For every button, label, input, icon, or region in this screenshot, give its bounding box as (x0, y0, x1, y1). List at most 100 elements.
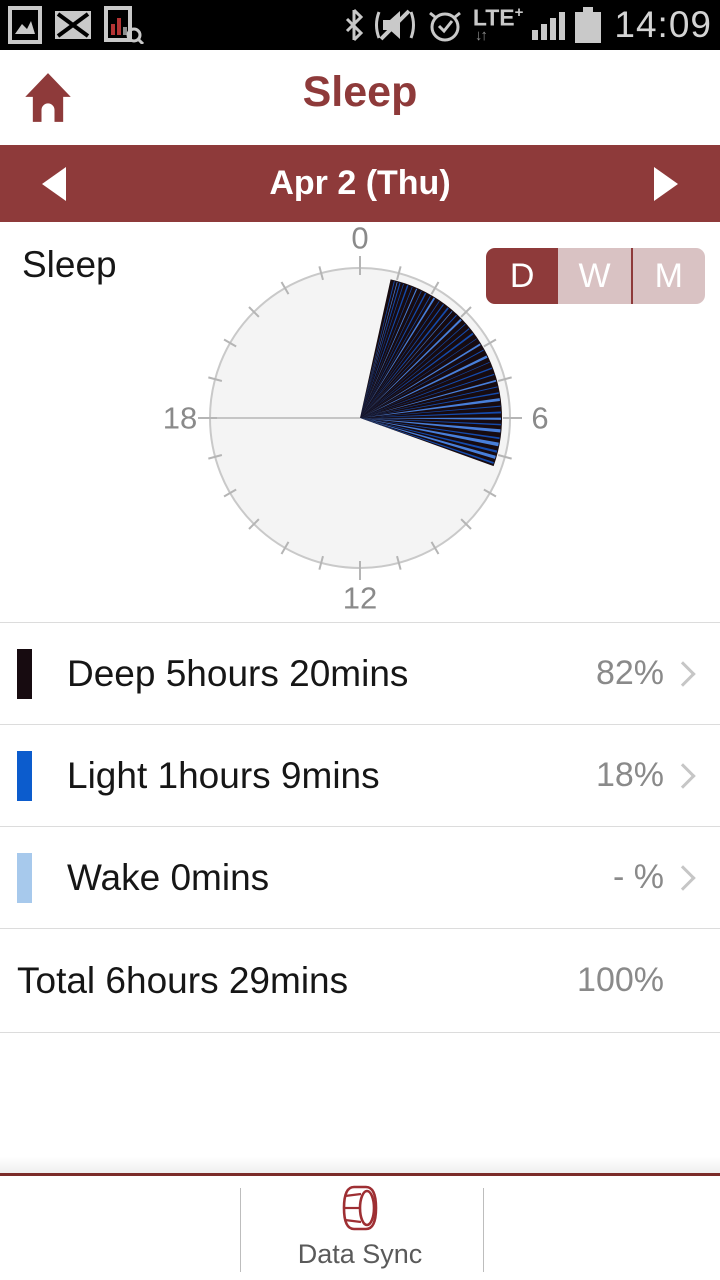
light-sleep-streak (360, 392, 499, 418)
light-sleep-streak (360, 398, 500, 418)
hour-tick (248, 306, 260, 318)
legend-row-wake[interactable]: Wake 0mins - % (0, 827, 720, 929)
home-button[interactable] (24, 72, 72, 124)
alarm-icon (428, 11, 461, 42)
light-sleep-streak (360, 281, 395, 418)
light-sleep-streak (360, 362, 490, 418)
data-sync-label: Data Sync (297, 1239, 423, 1269)
light-sleep-streak (360, 285, 409, 418)
bluetooth-icon (345, 8, 364, 42)
hour-tick (208, 454, 223, 460)
light-sleep-streak (360, 301, 440, 418)
sleep-chart-section: 0 6 12 18 Sleep D W M (0, 222, 720, 622)
lte-indicator: LTE+ ↓↑ (472, 3, 524, 45)
light-sleep-streak (360, 373, 495, 418)
hour-label: 18 (163, 401, 197, 436)
toggle-month-button[interactable]: M (630, 248, 705, 304)
deep-swatch (17, 648, 32, 699)
home-icon (25, 73, 71, 122)
notification-icons (8, 6, 144, 44)
screenshot-icon (8, 6, 42, 44)
light-percent: 18% (595, 756, 664, 794)
light-sleep-streak (360, 418, 499, 447)
hour-tick (396, 555, 402, 570)
hour-tick (280, 541, 290, 555)
light-sleep-streak (360, 405, 501, 418)
range-toggle: D W M (486, 248, 705, 304)
next-day-button[interactable] (654, 166, 678, 201)
section-label: Sleep (22, 244, 117, 285)
date-navigation-bar: Apr 2 (Thu) (0, 145, 720, 222)
hour-tick (208, 376, 223, 382)
hour-tick (280, 281, 290, 295)
deep-sleep-wedge (360, 279, 502, 467)
total-percent: 100% (577, 961, 664, 999)
mute-vibrate-icon (374, 9, 415, 41)
light-sleep-streak (360, 418, 500, 440)
app-header: Sleep (0, 50, 720, 145)
chevron-right-icon (670, 864, 696, 891)
light-label: Light 1hours 9mins (67, 754, 380, 796)
battery-icon (575, 7, 602, 43)
legend-row-deep[interactable]: Deep 5hours 20mins 82% (0, 623, 720, 725)
status-bar: LTE+ ↓↑ 14:09 (0, 0, 720, 50)
light-sleep-streak (360, 318, 462, 418)
chevron-right-icon (670, 660, 696, 687)
light-sleep-streak (360, 311, 453, 418)
light-sleep-streak (360, 292, 427, 418)
total-label: Total 6hours 29mins (17, 959, 349, 1001)
light-sleep-streak (360, 417, 501, 420)
light-sleep-streak (360, 367, 493, 418)
light-sleep-streak (360, 288, 418, 418)
hour-label: 12 (343, 581, 377, 616)
deep-label: Deep 5hours 20mins (67, 652, 409, 694)
light-sleep-streak (360, 355, 488, 418)
light-sleep-streak (360, 332, 474, 418)
bottom-toolbar: Data Sync (0, 1176, 720, 1280)
hour-label: 6 (531, 401, 548, 436)
deep-percent: 82% (595, 654, 664, 692)
hour-tick (318, 266, 324, 281)
light-sleep-streak (360, 379, 497, 418)
data-sync-button[interactable]: Data Sync (280, 1184, 440, 1270)
light-sleep-streak (360, 343, 481, 418)
light-sleep-streak (360, 281, 398, 418)
hour-tick (483, 338, 497, 348)
deep-chevron-box (664, 660, 708, 687)
light-sleep-streak (360, 418, 501, 426)
light-sleep-streak (360, 386, 498, 418)
hour-tick (318, 555, 324, 570)
light-sleep-streak (360, 418, 496, 459)
light-sleep-streak (360, 314, 457, 418)
wake-label: Wake 0mins (67, 856, 270, 898)
footer-accent-line (0, 1173, 720, 1176)
sleep-clock-chart: 0 6 12 18 (163, 222, 549, 616)
system-status-icons: LTE+ ↓↑ 14:09 (344, 4, 712, 46)
toggle-day-button[interactable]: D (486, 248, 559, 304)
hour-label: 0 (351, 222, 368, 256)
hour-tick (497, 376, 512, 382)
light-sleep-streak (360, 418, 498, 453)
light-sleep-streak (360, 418, 501, 433)
wake-percent: - % (613, 858, 664, 896)
light-sleep-streak (360, 282, 401, 418)
light-sleep-streak (360, 338, 477, 418)
light-sleep-streak (360, 283, 404, 418)
legend-row-total: Total 6hours 29mins 100% (0, 929, 720, 1033)
light-sleep-streak (360, 323, 466, 418)
light-sleep-streak (360, 297, 436, 418)
light-chevron-box (664, 762, 708, 789)
previous-day-button[interactable] (42, 166, 66, 201)
light-sleep-streak (360, 328, 470, 418)
data-search-icon (104, 6, 144, 44)
toggle-week-button[interactable]: W (558, 248, 631, 304)
page-title: Sleep (302, 68, 418, 116)
wake-chevron-box (664, 864, 708, 891)
light-sleep-streak (360, 290, 422, 418)
legend-row-light[interactable]: Light 1hours 9mins 18% (0, 725, 720, 827)
hour-tick (396, 266, 402, 281)
hour-tick (430, 281, 440, 295)
sleep-legend: Deep 5hours 20mins 82% Light 1hours 9min… (0, 622, 720, 1033)
toolbar-divider (483, 1188, 484, 1272)
